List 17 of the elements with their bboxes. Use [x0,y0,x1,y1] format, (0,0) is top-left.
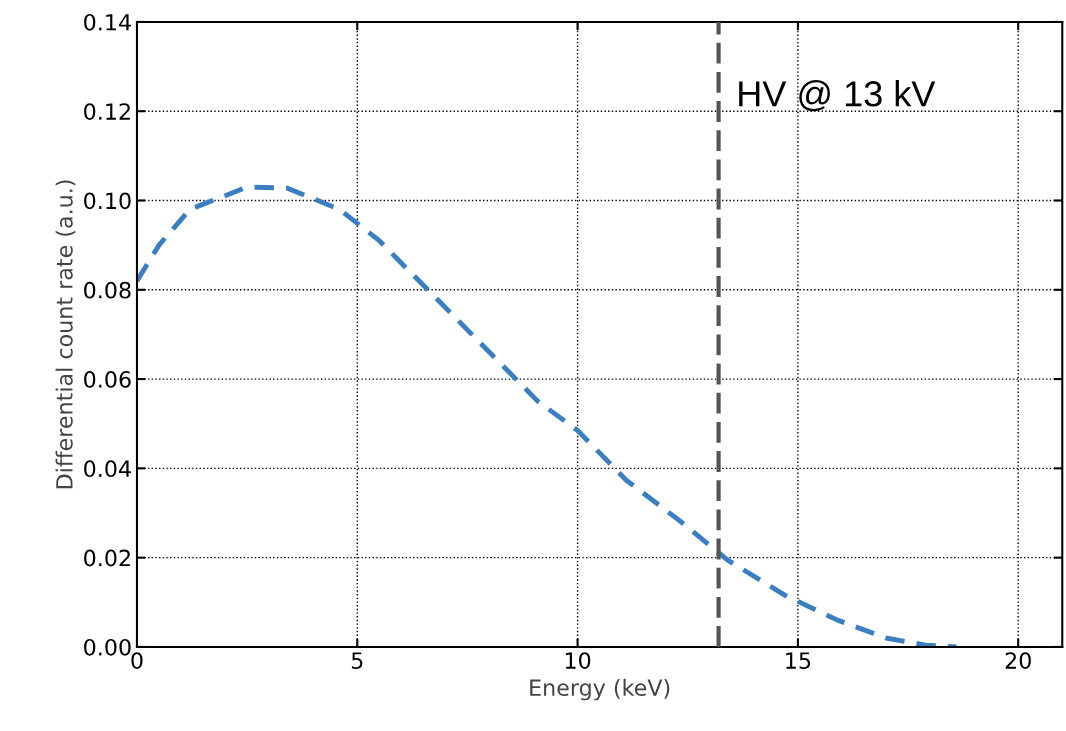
y-tick-label: 0.00 [84,638,131,656]
y-tick-label: 0.14 [84,13,131,31]
y-tick-label: 0.10 [84,192,131,210]
y-tick-label: 0.04 [84,460,131,478]
y-tick-label: 0.08 [84,281,131,299]
x-axis-title: Energy (keV) [530,678,670,701]
y-tick-label: 0.06 [84,371,131,388]
x-tick-label: 20 [1005,652,1031,669]
y-tick-label: 0.02 [84,549,130,567]
x-tick-label: 5 [351,652,363,669]
y-axis-title: Differential count rate (a.u.) [55,180,76,489]
ref-line-label: HV @ 13 kV [739,80,936,112]
x-tick-label: 15 [786,652,811,669]
x-tick-label: 10 [565,652,591,669]
y-tick-label: 0.12 [84,103,130,120]
line-series [136,184,959,647]
x-tick-label: 0 [131,652,143,669]
